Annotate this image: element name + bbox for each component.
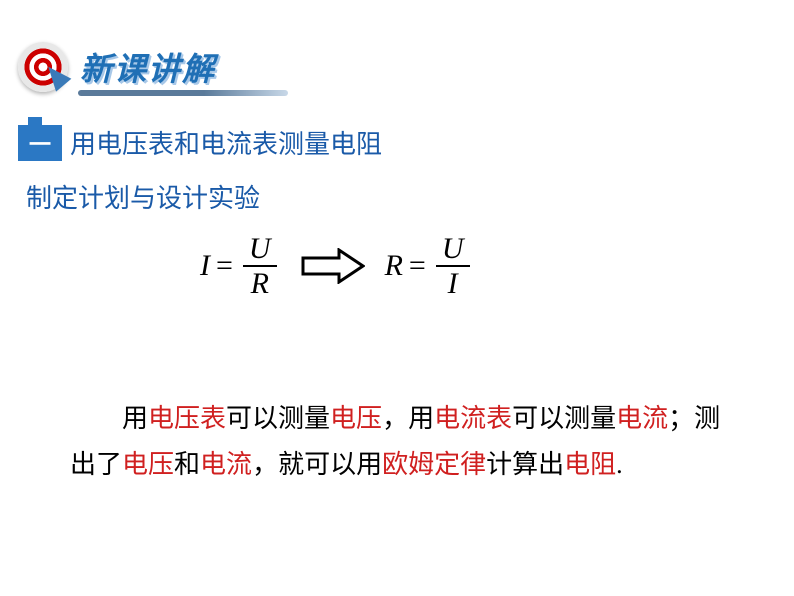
formula-right-denominator: I bbox=[442, 267, 464, 300]
slide-header: 新课讲解 bbox=[18, 42, 216, 92]
formula-left-fraction: U R bbox=[243, 232, 277, 300]
body-text-span: 用 bbox=[122, 404, 148, 433]
formula-left-denominator: R bbox=[245, 267, 275, 300]
section-title: 用电压表和电流表测量电阻 bbox=[70, 124, 382, 161]
body-text-span: 计算出 bbox=[486, 450, 564, 479]
highlighted-term: 电流表 bbox=[434, 404, 512, 433]
equals-sign: = bbox=[409, 249, 426, 283]
highlighted-term: 电阻 bbox=[564, 450, 616, 479]
highlighted-term: 电压 bbox=[330, 404, 382, 433]
body-text-span: 可以测量 bbox=[512, 404, 616, 433]
target-icon bbox=[18, 42, 68, 92]
formula-left-lhs: I bbox=[200, 249, 210, 283]
formula-row: I = U R R = U I bbox=[200, 232, 474, 300]
body-text-span: . bbox=[616, 450, 623, 479]
highlighted-term: 电流 bbox=[200, 450, 252, 479]
body-text-span: 和 bbox=[174, 450, 200, 479]
formula-right-fraction: U I bbox=[436, 232, 470, 300]
highlighted-term: 电压 bbox=[122, 450, 174, 479]
highlighted-term: 欧姆定律 bbox=[382, 450, 486, 479]
formula-right-numerator: U bbox=[436, 232, 470, 265]
body-text-span: ，就可以用 bbox=[252, 450, 382, 479]
formula-left-numerator: U bbox=[243, 232, 277, 265]
highlighted-term: 电流 bbox=[616, 404, 668, 433]
body-text-span: 可以测量 bbox=[226, 404, 330, 433]
header-title: 新课讲解 bbox=[80, 44, 216, 90]
body-text-span: ，用 bbox=[382, 404, 434, 433]
highlighted-term: 电压表 bbox=[148, 404, 226, 433]
equals-sign: = bbox=[216, 249, 233, 283]
body-paragraph: 用电压表可以测量电压，用电流表可以测量电流；测出了电压和电流，就可以用欧姆定律计… bbox=[70, 396, 734, 487]
section-number-icon: 一 bbox=[18, 125, 62, 161]
header-underline bbox=[78, 90, 288, 96]
implies-arrow-icon bbox=[301, 248, 365, 284]
section-number: 一 bbox=[29, 127, 51, 159]
section-subtitle: 制定计划与设计实验 bbox=[26, 178, 260, 215]
section-heading: 一 用电压表和电流表测量电阻 bbox=[18, 124, 382, 161]
formula-right-lhs: R bbox=[385, 249, 403, 283]
